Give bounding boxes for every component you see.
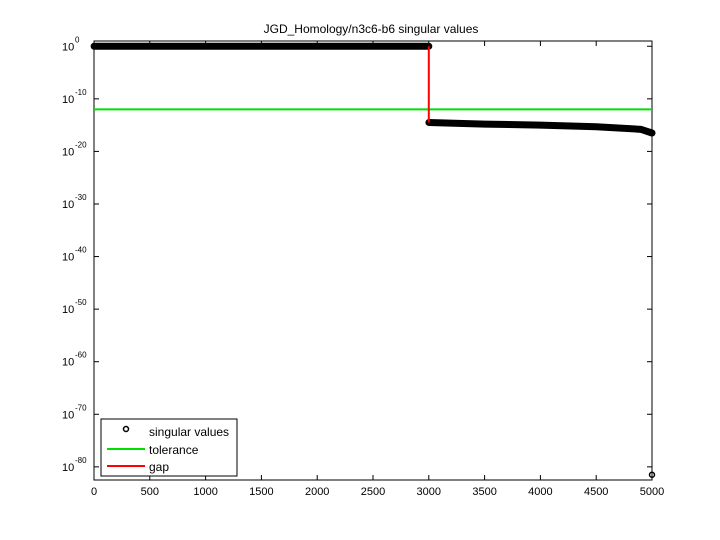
svg-text:-10: -10 <box>75 88 87 97</box>
x-tick-label: 2500 <box>361 486 385 498</box>
y-tick-label: 10 <box>62 199 74 211</box>
legend-marker-icon <box>122 425 130 433</box>
x-tick-label: 2000 <box>305 486 329 498</box>
x-tick-label: 5000 <box>640 486 664 498</box>
svg-text:-60: -60 <box>75 351 87 360</box>
chart-title: JGD_Homology/n3c6-b6 singular values <box>264 22 479 36</box>
svg-text:-40: -40 <box>75 246 87 255</box>
svg-text:-70: -70 <box>75 403 87 412</box>
legend: singular values tolerance gap <box>100 418 238 477</box>
y-tick-label: 10 <box>62 304 74 316</box>
y-tick-label: 10 <box>62 252 74 264</box>
x-tick-label: 4500 <box>584 486 608 498</box>
x-tick-label: 0 <box>91 486 97 498</box>
plot-area <box>93 40 653 481</box>
y-tick-label: 10 <box>62 94 74 106</box>
svg-text:-80: -80 <box>75 456 87 465</box>
legend-gap: gap <box>149 460 169 474</box>
series <box>90 42 656 478</box>
x-tick-label: 500 <box>141 486 159 498</box>
x-tick-label: 3000 <box>417 486 441 498</box>
svg-text:-20: -20 <box>75 140 87 149</box>
x-tick-label: 3500 <box>472 486 496 498</box>
legend-singular-values: singular values <box>149 425 229 439</box>
y-tick-label: 10 <box>62 41 74 53</box>
y-tick-label: 10 <box>62 462 74 474</box>
x-tick-label: 1500 <box>249 486 273 498</box>
x-tick-label: 1000 <box>193 486 217 498</box>
y-tick-label: 10 <box>62 357 74 369</box>
x-tick-label: 4000 <box>528 486 552 498</box>
y-axis: 10010-1010-2010-3010-4010-5010-6010-7010… <box>62 35 652 474</box>
y-tick-label: 10 <box>62 146 74 158</box>
legend-tolerance: tolerance <box>149 443 199 457</box>
svg-text:-50: -50 <box>75 298 87 307</box>
svg-text:0: 0 <box>75 35 80 44</box>
x-axis: 0 500 1000 1500 2000 2500 3000 3500 4000 4500 5000 <box>91 41 664 498</box>
y-tick-label: 10 <box>62 409 74 421</box>
svg-text:-30: -30 <box>75 193 87 202</box>
